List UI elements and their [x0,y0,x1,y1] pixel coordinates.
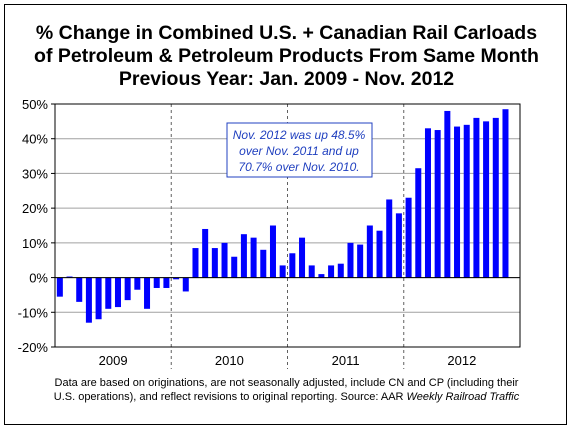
bar-feb-2010 [182,277,189,292]
bar-dec-2010 [279,265,286,278]
bar-oct-2012 [492,117,499,278]
year-label-2009: 2009 [99,353,128,368]
title-line-2: of Petroleum & Petroleum Products From S… [34,45,539,67]
bar-sep-2009 [134,277,141,290]
bar-feb-2012 [415,168,422,278]
bar-feb-2009 [66,276,73,278]
annotation-box [226,122,373,178]
y-tick-label-7: 50% [22,97,48,112]
bar-aug-2009 [124,277,131,301]
chart-title: % Change in Combined U.S. + Canadian Rai… [0,22,573,91]
bar-may-2010 [211,248,218,278]
bar-apr-2011 [318,274,325,278]
bar-may-2011 [328,265,335,278]
bar-nov-2011 [386,199,393,278]
bar-jan-2010 [173,277,180,280]
bar-nov-2012 [502,109,509,278]
axes [51,103,521,348]
bar-apr-2010 [202,228,209,278]
bar-mar-2009 [76,277,83,302]
footnote: Data are based on originations, are not … [12,376,561,404]
annotation-callout: Nov. 2012 was up 48.5% over Nov. 2011 an… [226,122,373,178]
bar-dec-2009 [163,277,170,288]
annotation-line-1: Nov. 2012 was up 48.5% [233,128,366,142]
bars [56,109,509,323]
bar-sep-2012 [483,121,490,278]
bar-jun-2012 [454,126,461,278]
bar-nov-2010 [269,225,276,278]
bar-feb-2011 [299,237,306,278]
year-labels: 2009 2010 2011 2012 [99,353,477,368]
bar-mar-2010 [192,248,199,278]
y-tick-label-2: 0% [29,271,48,286]
bar-dec-2011 [395,213,402,278]
bar-oct-2011 [376,230,383,278]
title-line-3: Previous Year: Jan. 2009 - Nov. 2012 [118,68,455,90]
bar-mar-2011 [308,265,315,278]
y-tick-label-6: 40% [22,132,48,147]
bar-jul-2011 [347,242,354,278]
bar-jun-2010 [221,242,228,278]
bar-jan-2009 [56,277,63,297]
y-tick-label-5: 30% [22,166,48,181]
y-tick-labels: -20% -10% 0% 10% 20% 30% 40% 50% [18,97,49,355]
footnote-source-text: U.S. operations), and reflect revisions … [53,391,407,403]
bar-jul-2009 [114,277,121,308]
bar-jul-2010 [231,256,238,278]
bar-jun-2009 [105,277,112,309]
bar-may-2012 [444,110,451,278]
annotation-line-3: 70.7% over Nov. 2010. [238,160,359,174]
y-tick-label-1: -10% [18,305,49,320]
footnote-line-2: U.S. operations), and reflect revisions … [12,390,561,404]
bar-jul-2012 [463,124,470,278]
bar-may-2009 [95,277,102,320]
bar-aug-2011 [357,244,364,278]
bar-aug-2012 [473,117,480,278]
bar-nov-2009 [153,277,160,288]
bar-jun-2011 [337,263,344,278]
bar-oct-2010 [260,249,267,278]
chart-frame [4,4,567,425]
bar-apr-2009 [85,277,92,323]
bar-oct-2009 [144,277,151,309]
plot-border [54,103,521,348]
y-tick-label-4: 20% [22,201,48,216]
year-label-2012: 2012 [447,353,476,368]
bar-mar-2012 [424,128,431,278]
y-tick-label-0: -20% [18,340,49,355]
bar-jan-2012 [405,197,412,278]
bar-sep-2011 [366,225,373,278]
bar-jan-2011 [289,253,296,278]
footnote-source-title: Weekly Railroad Traffic [406,391,520,403]
annotation-line-2: over Nov. 2011 and up [239,144,359,158]
y-tick-label-3: 10% [22,236,48,251]
bar-sep-2010 [250,237,257,278]
title-line-1: % Change in Combined U.S. + Canadian Rai… [35,22,538,44]
bar-aug-2010 [240,234,247,278]
bar-apr-2012 [434,130,441,278]
year-label-2011: 2011 [332,353,360,368]
year-label-2010: 2010 [215,353,244,368]
footnote-line-1: Data are based on originations, are not … [54,377,519,389]
